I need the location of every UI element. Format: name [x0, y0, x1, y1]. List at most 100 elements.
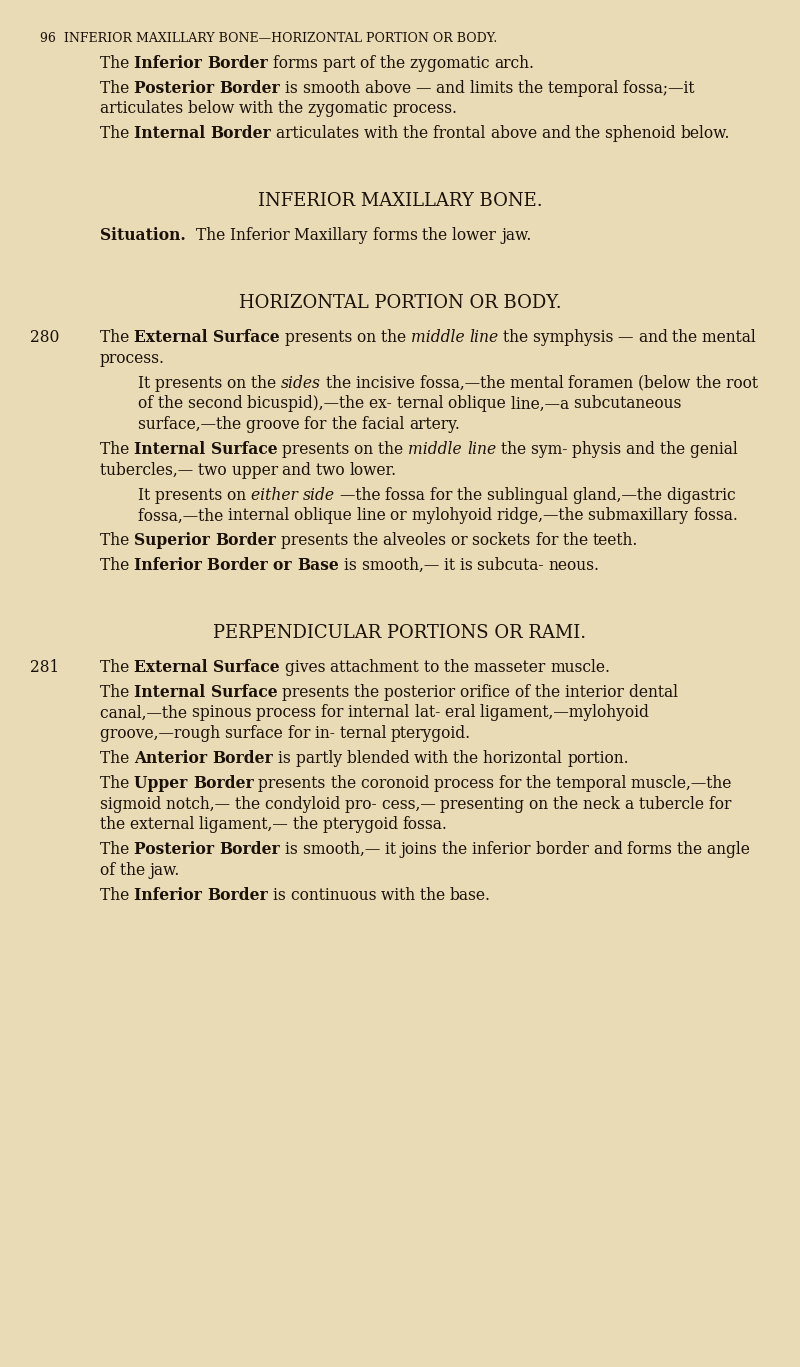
Text: the: the [353, 532, 383, 550]
Text: is: is [344, 556, 362, 574]
Text: a: a [625, 796, 639, 812]
Text: coronoid: coronoid [361, 775, 434, 791]
Text: —: — [618, 329, 638, 346]
Text: sphenoid: sphenoid [606, 126, 681, 142]
Text: smooth,—: smooth,— [303, 841, 385, 858]
Text: masseter: masseter [474, 659, 550, 675]
Text: the: the [420, 887, 450, 904]
Text: —: — [416, 79, 436, 97]
Text: articulates: articulates [100, 101, 188, 118]
Text: forms: forms [627, 841, 677, 858]
Text: lower: lower [452, 227, 501, 245]
Text: side: side [303, 487, 335, 503]
Text: teeth.: teeth. [593, 532, 638, 550]
Text: incisive: incisive [356, 375, 420, 391]
Text: for: for [709, 796, 736, 812]
Text: Surface: Surface [213, 659, 280, 675]
Text: it: it [385, 841, 401, 858]
Text: sym-: sym- [531, 442, 572, 458]
Text: partly: partly [296, 750, 347, 767]
Text: the: the [326, 375, 356, 391]
Text: sublingual: sublingual [487, 487, 573, 503]
Text: the: the [378, 442, 408, 458]
Text: forms: forms [273, 55, 322, 72]
Text: arch.: arch. [494, 55, 534, 72]
Text: neck: neck [583, 796, 625, 812]
Text: ternal: ternal [397, 395, 448, 413]
Text: Posterior: Posterior [134, 841, 220, 858]
Text: upper: upper [231, 462, 282, 478]
Text: zygomatic: zygomatic [410, 55, 494, 72]
Text: External: External [134, 659, 213, 675]
Text: lat-: lat- [414, 704, 445, 722]
Text: tubercle: tubercle [639, 796, 709, 812]
Text: gland,—the: gland,—the [573, 487, 667, 503]
Text: is: is [286, 79, 303, 97]
Text: INFERIOR MAXILLARY BONE.: INFERIOR MAXILLARY BONE. [258, 193, 542, 211]
Text: line,—a: line,—a [511, 395, 574, 413]
Text: presents: presents [155, 487, 227, 503]
Text: middle: middle [408, 442, 467, 458]
Text: The: The [100, 556, 134, 574]
Text: presents: presents [258, 775, 330, 791]
Text: limits: limits [470, 79, 518, 97]
Text: The: The [100, 442, 134, 458]
Text: The: The [100, 79, 134, 97]
Text: The: The [100, 750, 134, 767]
Text: process.: process. [100, 350, 165, 366]
Text: and: and [638, 329, 673, 346]
Text: Internal: Internal [134, 126, 210, 142]
Text: digastric: digastric [667, 487, 740, 503]
Text: or: or [390, 507, 412, 525]
Text: fossa.: fossa. [403, 816, 448, 834]
Text: oblique: oblique [448, 395, 511, 413]
Text: and: and [626, 442, 660, 458]
Text: symphysis: symphysis [534, 329, 618, 346]
Text: on: on [529, 796, 553, 812]
Text: is: is [278, 750, 296, 767]
Text: Inferior: Inferior [134, 887, 207, 904]
Text: ridge,—the: ridge,—the [497, 507, 588, 525]
Text: physis: physis [572, 442, 626, 458]
Text: inferior: inferior [473, 841, 536, 858]
Text: The: The [100, 329, 134, 346]
Text: forms: forms [373, 227, 422, 245]
Text: Maxillary: Maxillary [294, 227, 373, 245]
Text: dental: dental [629, 684, 682, 701]
Text: Border: Border [220, 79, 280, 97]
Text: Border: Border [215, 532, 276, 550]
Text: for: for [305, 416, 332, 433]
Text: for: for [430, 487, 457, 503]
Text: The: The [100, 659, 134, 675]
Text: Border: Border [207, 55, 268, 72]
Text: surface,—the: surface,—the [138, 416, 246, 433]
Text: or: or [451, 532, 473, 550]
Text: for: for [536, 532, 563, 550]
Text: jaw.: jaw. [501, 227, 531, 245]
Text: portion.: portion. [567, 750, 629, 767]
Text: The: The [100, 684, 134, 701]
Text: 281: 281 [30, 659, 59, 675]
Text: alveoles: alveoles [383, 532, 451, 550]
Text: sockets: sockets [473, 532, 536, 550]
Text: notch,—: notch,— [166, 796, 235, 812]
Text: Border: Border [213, 750, 274, 767]
Text: ligament,—mylohyoid: ligament,—mylohyoid [480, 704, 654, 722]
Text: bicuspid),—the: bicuspid),—the [247, 395, 370, 413]
Text: the: the [677, 841, 707, 858]
Text: facial: facial [362, 416, 409, 433]
Text: (below: (below [638, 375, 696, 391]
Text: 280: 280 [30, 329, 59, 346]
Text: Anterior: Anterior [134, 750, 213, 767]
Text: Border: Border [210, 126, 271, 142]
Text: sigmoid: sigmoid [100, 796, 166, 812]
Text: continuous: continuous [290, 887, 381, 904]
Text: with: with [414, 750, 454, 767]
Text: on: on [227, 375, 251, 391]
Text: the: the [660, 442, 690, 458]
Text: The: The [100, 775, 134, 791]
Text: two: two [198, 462, 231, 478]
Text: above: above [490, 126, 542, 142]
Text: above: above [365, 79, 416, 97]
Text: eral: eral [445, 704, 480, 722]
